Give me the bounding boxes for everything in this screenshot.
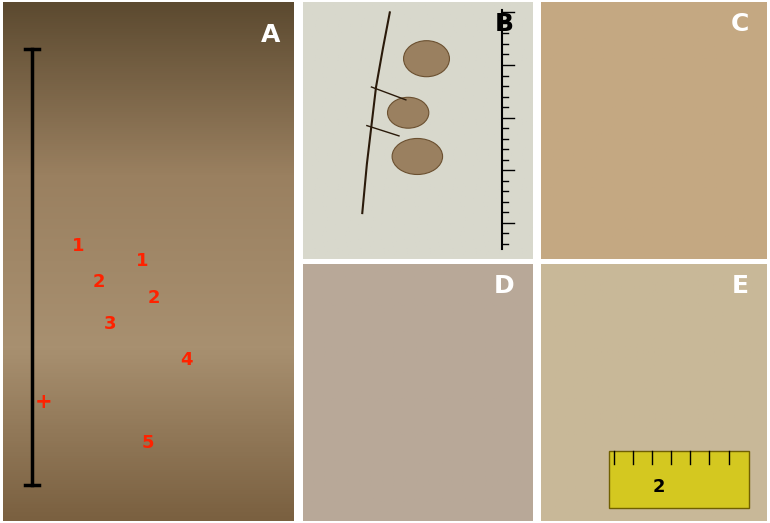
Text: 5: 5 (142, 434, 155, 452)
FancyBboxPatch shape (609, 451, 749, 508)
Ellipse shape (387, 97, 429, 128)
Text: 2: 2 (148, 289, 160, 307)
Text: 2: 2 (92, 273, 105, 291)
Text: 2: 2 (652, 479, 665, 496)
Text: A: A (260, 23, 280, 47)
Ellipse shape (392, 139, 443, 175)
Text: 1: 1 (136, 253, 149, 270)
Text: 1: 1 (72, 237, 85, 255)
Text: D: D (494, 274, 515, 298)
Ellipse shape (403, 41, 450, 77)
Text: +: + (35, 392, 52, 412)
Text: B: B (495, 13, 514, 37)
Text: E: E (732, 274, 748, 298)
Text: 4: 4 (179, 351, 192, 369)
Text: 3: 3 (104, 315, 117, 333)
Text: C: C (731, 13, 749, 37)
